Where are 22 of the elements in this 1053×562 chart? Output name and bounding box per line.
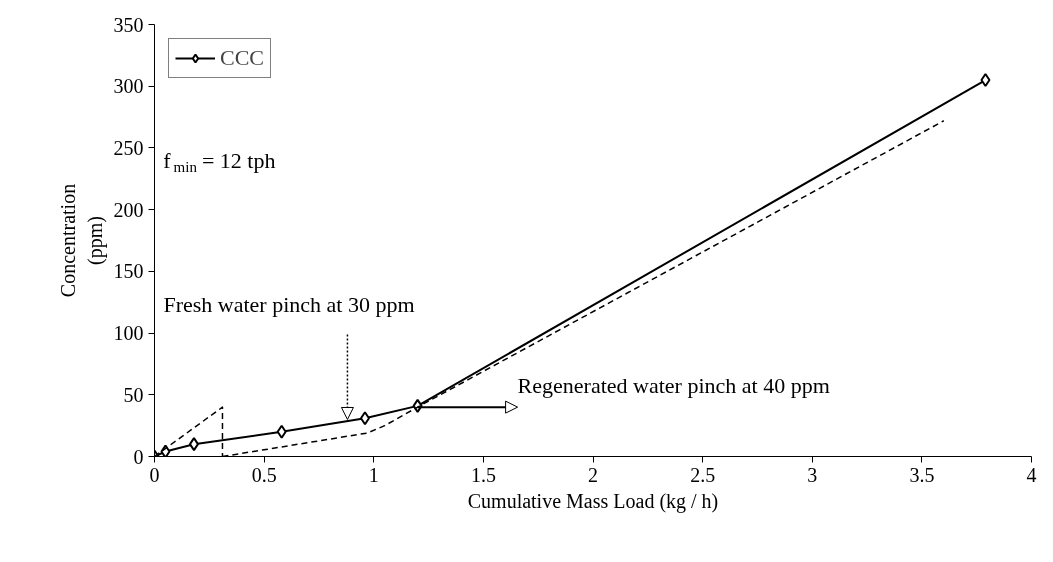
y-tick-label: 0 [133,445,144,468]
x-tick-label: 3.5 [909,463,935,486]
x-tick-label: 4 [1026,463,1037,486]
x-tick-label: 2 [588,463,598,486]
legend-label: CCC [220,45,265,71]
y-tick-label: 250 [113,136,144,159]
annotation: Regenerated water pinch at 40 ppm [517,372,830,398]
x-tick-label: 2.5 [690,463,716,486]
x-tick-label: 0 [149,463,160,486]
x-tick-label: 1.5 [470,463,496,486]
y-tick-label: 100 [113,322,144,345]
annotation: Fresh water pinch at 30 ppm [163,291,415,317]
y-tick-label: 50 [123,383,144,406]
x-tick-label: 1 [368,463,379,486]
y-tick-label: 150 [113,260,144,283]
x-axis-title: Cumulative Mass Load (kg / h) [467,489,719,513]
x-tick-label: 3 [807,463,818,486]
y-axis-title: Concentration (ppm) [57,183,107,298]
x-tick-label: 0.5 [251,463,277,486]
y-tick-label: 300 [113,75,144,98]
y-tick-label: 350 [113,13,144,36]
y-tick-label: 200 [113,198,144,221]
